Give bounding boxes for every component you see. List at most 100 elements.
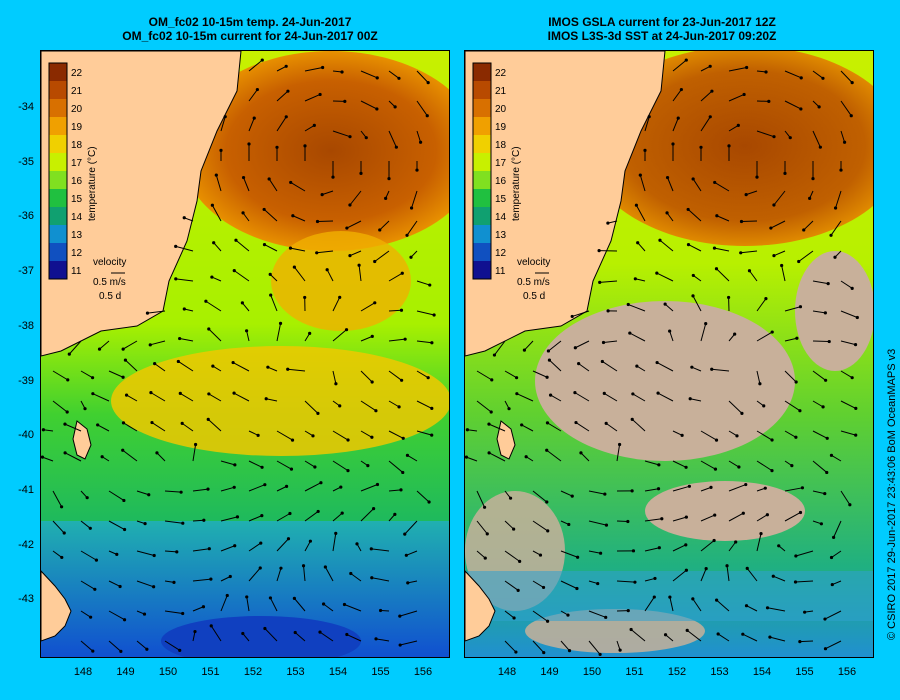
current-arrow [686,629,702,642]
current-arrow [665,634,674,642]
current-arrow [416,400,433,409]
current-arrow-head [604,615,608,619]
current-arrow-head [180,421,184,425]
current-arrow-head [575,586,579,591]
current-arrow-head [825,436,829,440]
current-arrow [99,340,110,350]
current-arrow [346,220,362,229]
current-arrow-head [430,433,434,437]
current-arrow [795,580,814,583]
current-arrow-head [210,275,214,279]
current-arrow [532,520,549,532]
current-arrow [263,209,278,222]
current-arrow [332,533,337,552]
current-arrow-head [308,331,312,336]
current-arrow-head [830,582,834,587]
current-arrow [52,490,63,508]
current-arrow-head [349,571,353,576]
current-arrow [728,484,746,492]
current-arrow [812,130,821,148]
current-arrow-head [268,596,273,600]
current-arrow-head [318,92,322,97]
current-arrow-head [267,177,271,181]
current-arrow [293,266,306,282]
colorbar-tick-label: 21 [71,86,83,97]
current-arrow [532,370,548,378]
current-arrow-head [635,364,639,368]
colorbar: 22 21 20 19 18 17 16 15 14 13 12 11 temperature (°C… [472,62,522,280]
colorbar-swatches [473,63,491,279]
current-arrow-head [713,513,717,517]
colorbar-tick-label: 13 [71,230,83,241]
current-arrow [388,430,404,439]
current-arrow [416,370,429,379]
current-arrow-head [231,360,235,365]
current-arrow-head [546,349,551,353]
velocity-legend: velocity 0.5 m/s 0.5 d [93,257,126,302]
colorbar-tick-label: 16 [495,176,507,187]
current-arrow [136,550,155,556]
current-arrow [220,486,235,492]
current-arrow [294,598,306,612]
current-arrow-head [545,448,549,452]
current-arrow [476,550,486,559]
current-arrow-head [292,596,296,600]
current-arrow-head [240,301,244,305]
current-arrow-head [308,539,312,543]
current-arrow [716,268,730,282]
lon-tick-label: 153 [286,666,305,678]
colorbar-swatch [473,153,491,171]
colorbar-tick-label: 11 [71,266,82,277]
current-arrow-head [768,635,772,639]
current-arrow [80,550,97,561]
colorbar-tick-label: 13 [495,230,507,241]
colorbar-swatch [49,261,67,279]
lat-tick-label: -34 [18,101,34,113]
current-arrow-head [91,649,95,653]
current-arrow-head [286,367,290,371]
current-arrow-head [207,327,211,331]
current-arrow [388,370,402,381]
current-arrow [700,486,712,492]
current-arrow-head [235,515,240,519]
current-arrow-head [633,580,637,584]
current-arrow-head [777,544,781,548]
current-arrow-head [122,498,126,503]
current-arrow [656,362,674,372]
current-arrow-head [193,629,197,634]
current-arrow [524,340,534,351]
current-arrow-head [181,611,185,616]
current-arrow [416,430,432,436]
current-arrow-head [739,219,744,224]
current-arrow-head [597,249,601,253]
current-arrow-head [631,549,636,553]
velocity-legend-speed: 0.5 m/s [517,277,550,288]
current-arrow-head [321,602,326,606]
current-arrow [560,550,578,558]
current-arrow-head [512,616,516,620]
current-arrow [672,516,687,522]
current-arrow [840,400,857,409]
current-arrow-head [772,254,776,258]
current-arrow-head [405,453,410,457]
current-arrow-head [316,509,320,514]
current-arrow-head [770,469,774,473]
current-arrow-head [734,540,738,544]
current-arrow-head [373,259,377,264]
current-arrow [728,541,737,552]
current-arrow [269,597,278,612]
current-arrow-head [765,513,769,517]
current-arrow [749,270,758,282]
credit-text: © CSIRO 2017 29-Jun-2017 23:43:06 BoM Oc… [886,348,898,640]
current-arrow [840,70,853,84]
current-arrow [831,550,842,558]
current-arrow-head [65,410,69,414]
current-arrow-head [638,173,642,177]
lat-tick-label: -41 [18,483,34,496]
current-arrow [831,454,842,462]
current-arrow-head [492,353,497,357]
current-arrow [669,596,674,612]
current-arrow [746,568,758,582]
current-arrow-head [210,203,214,207]
current-arrow-head [209,577,213,581]
